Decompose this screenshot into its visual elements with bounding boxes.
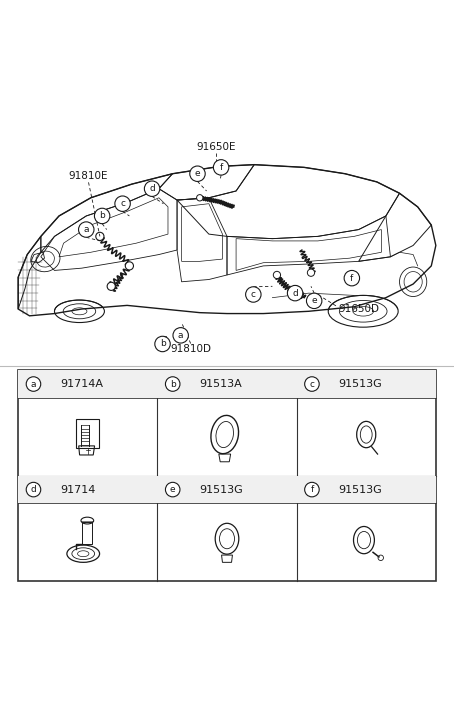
Bar: [158, 370, 296, 398]
Bar: [296, 476, 436, 503]
Text: c: c: [310, 379, 315, 388]
Circle shape: [155, 337, 170, 352]
Bar: [158, 476, 296, 503]
Text: 91513G: 91513G: [338, 485, 382, 494]
Circle shape: [144, 181, 160, 196]
Bar: [296, 370, 436, 398]
Circle shape: [294, 289, 301, 297]
Circle shape: [94, 208, 110, 224]
Circle shape: [96, 233, 104, 241]
Text: 91513A: 91513A: [199, 379, 242, 389]
Text: 91810E: 91810E: [69, 171, 109, 181]
Circle shape: [305, 482, 319, 497]
Circle shape: [79, 222, 94, 237]
Text: a: a: [84, 225, 89, 234]
Text: a: a: [31, 379, 36, 388]
Circle shape: [26, 377, 41, 391]
Circle shape: [107, 282, 115, 290]
Circle shape: [307, 269, 315, 276]
Circle shape: [173, 328, 188, 343]
Circle shape: [213, 160, 229, 175]
Circle shape: [165, 482, 180, 497]
Text: e: e: [195, 169, 200, 178]
Circle shape: [287, 286, 303, 301]
Text: f: f: [350, 273, 354, 283]
Text: 91714: 91714: [60, 485, 95, 494]
Text: f: f: [219, 163, 223, 172]
Circle shape: [246, 286, 261, 302]
Circle shape: [125, 262, 133, 270]
Circle shape: [344, 270, 360, 286]
Text: a: a: [178, 331, 183, 340]
Circle shape: [273, 271, 281, 278]
Bar: [76, 419, 99, 448]
Text: b: b: [160, 340, 165, 348]
Text: c: c: [251, 290, 256, 299]
Text: 91650E: 91650E: [196, 142, 236, 152]
Circle shape: [26, 482, 41, 497]
Text: e: e: [311, 297, 317, 305]
Text: b: b: [170, 379, 176, 388]
Text: f: f: [310, 485, 314, 494]
Text: e: e: [170, 485, 176, 494]
Bar: [18, 476, 158, 503]
Text: c: c: [120, 199, 125, 208]
Text: b: b: [99, 212, 105, 220]
Circle shape: [197, 195, 203, 201]
Text: d: d: [30, 485, 36, 494]
Circle shape: [305, 377, 319, 391]
Text: 91513G: 91513G: [199, 485, 243, 494]
Circle shape: [190, 166, 205, 182]
Bar: [18, 370, 158, 398]
Text: 91810D: 91810D: [170, 345, 211, 355]
Text: 91650D: 91650D: [338, 305, 379, 315]
Circle shape: [115, 196, 130, 212]
Text: d: d: [292, 289, 298, 297]
Text: 91513G: 91513G: [338, 379, 382, 389]
Circle shape: [306, 293, 322, 308]
Text: d: d: [149, 184, 155, 193]
Text: 91714A: 91714A: [60, 379, 103, 389]
Circle shape: [165, 377, 180, 391]
Bar: [18, 370, 436, 582]
Bar: [82, 522, 92, 544]
